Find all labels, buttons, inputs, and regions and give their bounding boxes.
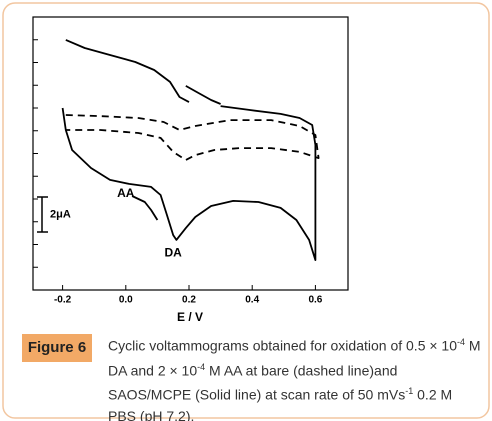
x-tick-label: 0.2	[182, 295, 196, 306]
x-tick-label: -0.2	[54, 295, 72, 306]
x-tick-label: 0.0	[119, 295, 133, 306]
caption-text: 0.2 M PBS (pH 7.2).	[108, 386, 453, 421]
annotation: AA	[117, 186, 135, 200]
scale-bar-label: 2μA	[50, 208, 71, 220]
caption-text: Cyclic voltammograms obtained for oxidat…	[108, 337, 458, 354]
x-tick-label: 0.6	[308, 295, 322, 306]
caption-text: M DA and 2 × 10	[108, 337, 481, 379]
plot-frame	[32, 16, 349, 291]
figure-label: Figure 6	[22, 334, 92, 362]
caption-superscript: -4	[197, 361, 206, 372]
annotation: DA	[165, 245, 183, 259]
x-axis-label: E / V	[177, 310, 203, 324]
figure-caption: Cyclic voltammograms obtained for oxidat…	[108, 332, 484, 421]
x-tick-label: 0.4	[245, 295, 259, 306]
caption-text: M AA at bare (dashed line)and SAOS/MCPE …	[108, 362, 406, 403]
caption-superscript: -4	[457, 337, 466, 347]
solid-curve	[61, 39, 317, 261]
dashed-curve	[65, 114, 320, 161]
caption-superscript: -1	[405, 386, 414, 397]
